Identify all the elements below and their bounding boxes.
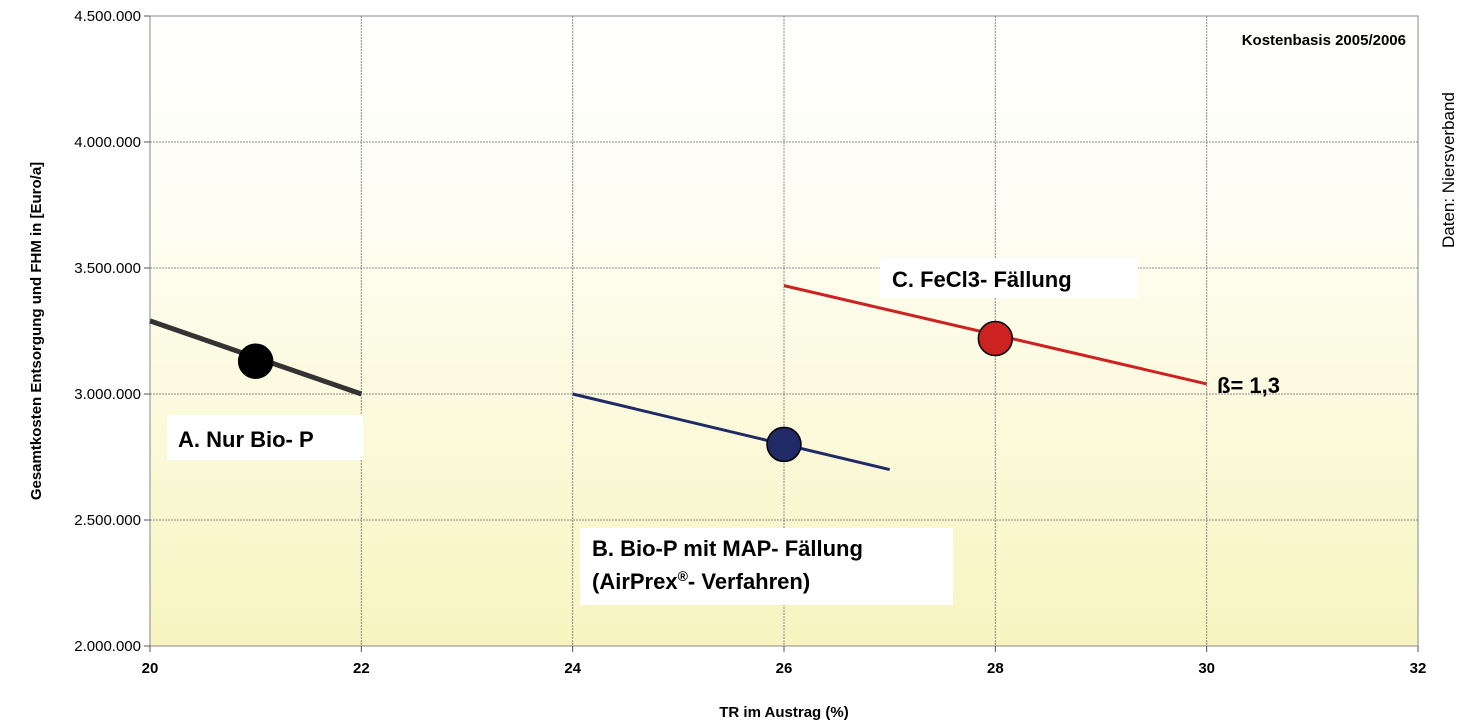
series-label-b-line1: B. Bio-P mit MAP- Fällung: [592, 536, 863, 561]
x-tick-label: 30: [1198, 660, 1215, 677]
label-box-a: [167, 415, 363, 460]
x-tick-label: 20: [142, 660, 159, 677]
x-tick-label: 24: [564, 660, 581, 677]
y-axis-ticks: 2.000.000 2.500.000 3.000.000 3.500.000 4.00…: [74, 8, 150, 655]
series-label-b-sup: ®: [678, 568, 689, 584]
series-label-c: C. FeCl3- Fällung: [892, 267, 1072, 292]
x-axis-ticks: 20 22 24 26 28 30 32: [142, 646, 1427, 677]
series-line-b: [572, 392, 891, 472]
x-tick-label: 22: [353, 660, 370, 677]
x-tick-label: 32: [1410, 660, 1427, 677]
x-tick-label: 26: [776, 660, 793, 677]
y-tick-label: 3.500.000: [74, 260, 141, 277]
beta-annotation: ß= 1,3: [1217, 373, 1280, 398]
data-point-c: [977, 320, 1014, 357]
y-axis-title: Gesamtkosten Entsorgung und FHM in [Euro…: [28, 162, 45, 500]
y-tick-label: 4.500.000: [74, 8, 141, 25]
label-box-b: [580, 528, 953, 605]
data-point-a: [237, 343, 274, 379]
y-tick-label: 3.000.000: [74, 386, 141, 403]
data-source: Daten: Niersverband: [1439, 92, 1458, 248]
y-tick-label: 2.500.000: [74, 512, 141, 529]
data-point-b: [766, 426, 802, 463]
series-label-b-rest: - Verfahren): [688, 569, 810, 594]
y-tick-label: 4.000.000: [74, 134, 141, 151]
y-tick-label: 2.000.000: [74, 638, 141, 655]
label-box-c: [880, 258, 1138, 298]
cost-basis-note: Kostenbasis 2005/2006: [1242, 32, 1406, 49]
series-group: [149, 284, 1208, 472]
x-tick-label: 28: [987, 660, 1004, 677]
x-axis-title: TR im Austrag (%): [719, 704, 848, 721]
series-label-b-line2: (AirPrex®- Verfahren): [592, 568, 810, 594]
series-label-a: A. Nur Bio- P: [178, 427, 314, 452]
series-label-b-main: (AirPrex: [592, 569, 678, 594]
